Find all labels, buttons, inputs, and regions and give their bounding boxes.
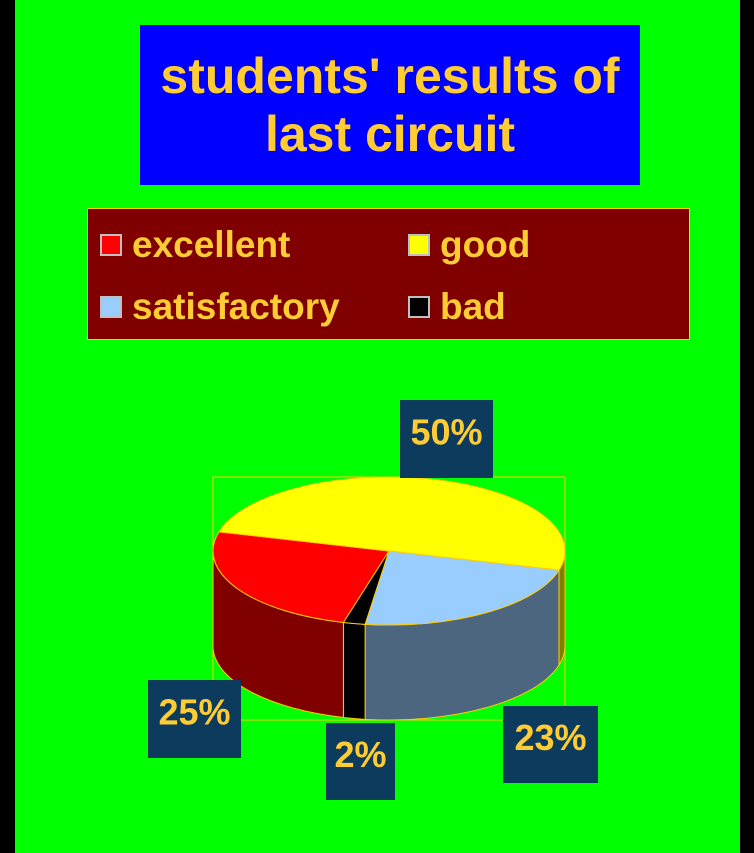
data-label-box <box>326 723 395 800</box>
legend-swatch <box>100 234 122 256</box>
pie-tops <box>212 476 566 626</box>
legend-swatch <box>100 296 122 318</box>
pie-slice <box>364 550 560 626</box>
data-label: 2% <box>334 734 386 775</box>
legend-entry: excellent <box>100 223 290 267</box>
legend-label: bad <box>440 286 506 327</box>
data-label-box <box>400 400 493 478</box>
data-label: 25% <box>158 692 230 733</box>
legend: excellent good satisfactory bad <box>87 208 690 340</box>
pie-slice <box>212 531 390 624</box>
legend-entry: satisfactory <box>100 285 340 329</box>
legend-swatch <box>408 234 430 256</box>
pie-sides <box>212 550 566 721</box>
data-label-box <box>503 706 598 783</box>
legend-label: satisfactory <box>132 286 340 327</box>
data-label: 50% <box>410 412 482 453</box>
data-label-box <box>148 680 241 758</box>
pie-slice <box>342 550 390 625</box>
legend-swatch <box>408 296 430 318</box>
data-label: 23% <box>514 717 586 758</box>
legend-label: excellent <box>132 224 291 265</box>
legend-label: good <box>440 224 531 265</box>
legend-entry: good <box>408 223 530 267</box>
chart-title: students' results of last circuit <box>140 25 640 185</box>
pie-slice-side <box>342 621 366 720</box>
pie-slice <box>218 476 566 571</box>
legend-entry: bad <box>408 285 506 329</box>
